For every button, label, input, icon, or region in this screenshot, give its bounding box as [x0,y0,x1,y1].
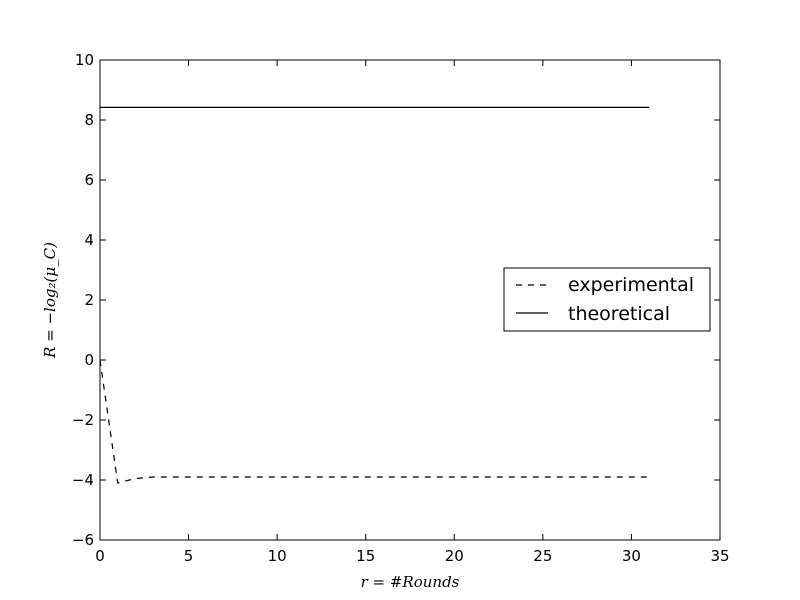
x-tick-label: 15 [356,547,375,565]
y-tick-label: 4 [84,231,94,249]
y-tick-label: 2 [84,291,94,309]
y-tick-label: 6 [84,171,94,189]
x-tick-label: 5 [184,547,194,565]
x-tick-label: 0 [95,547,105,565]
legend-label-theoretical: theoretical [568,303,670,325]
legend-label-experimental: experimental [568,274,694,296]
x-tick-label: 25 [533,547,552,565]
legend: experimental theoretical [503,267,711,332]
x-axis-label-text: r = #Rounds [361,573,460,591]
y-tick-label: −2 [72,411,94,429]
y-axis-label: R = −log₂(μ_C) [41,242,59,359]
x-tick-label: 20 [445,547,464,565]
series-line-experimental [99,359,650,484]
ticks-layer: 0 5 10 15 20 25 30 35 −6 −4 −2 0 2 4 6 8 10 [72,51,730,565]
y-tick-label: −4 [72,471,94,489]
x-tick-label: 10 [268,547,287,565]
x-axis-label: r = #Rounds [361,573,460,591]
y-axis-label-text: R = −log₂(μ_C) [41,242,59,359]
x-tick-label: 35 [710,547,729,565]
y-tick-label: 10 [75,51,94,69]
legend-box [503,267,711,332]
x-tick-label: 30 [622,547,641,565]
y-tick-label: −6 [72,531,94,549]
series-layer [99,106,650,484]
y-tick-label: 0 [84,351,94,369]
y-tick-label: 8 [84,111,94,129]
